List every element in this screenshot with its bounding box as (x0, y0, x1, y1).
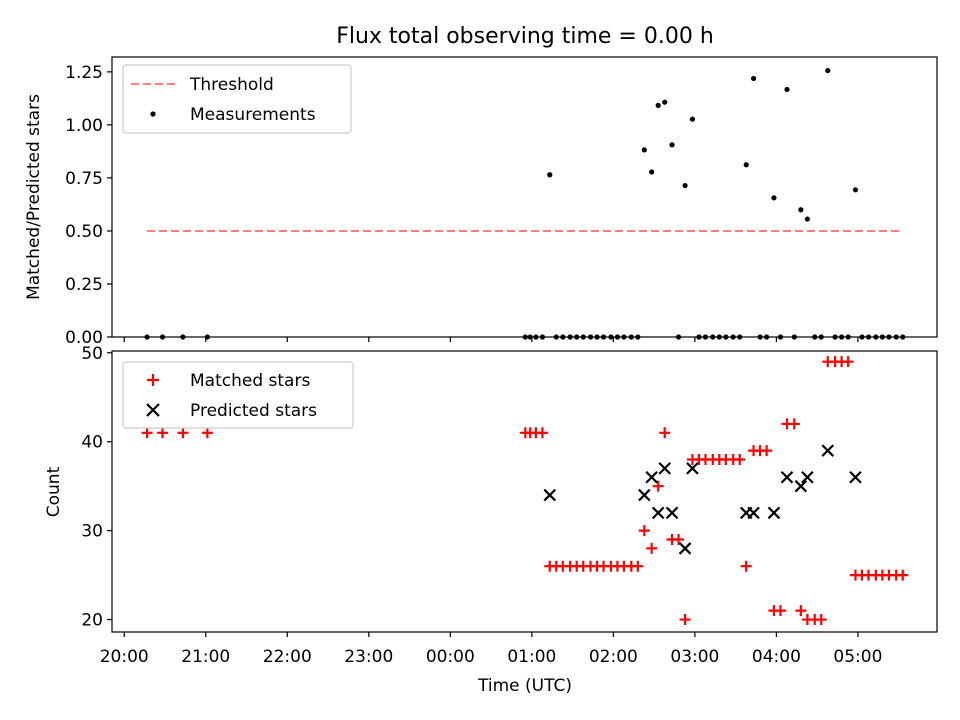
count-panel: 20 30 40 50 20:00 21:00 22:00 23:00 00:00 01:00 0… (44, 344, 938, 696)
count-x-axis: 20:00 21:00 22:00 23:00 00:00 01:00 02:00 03:00… (100, 632, 882, 667)
ratio-x-ticks (123, 337, 859, 342)
measurement-point (689, 116, 696, 122)
matched-star-marker (177, 427, 189, 439)
count-legend-box (122, 361, 354, 429)
matched-star-marker (740, 560, 752, 572)
x-tick-label: 21:00 (181, 647, 230, 667)
predicted-star-marker (651, 506, 665, 520)
x-tick-label: 02:00 (589, 647, 638, 667)
matched-star-marker (638, 525, 650, 537)
measurement-point (655, 102, 661, 108)
chart-title: Flux total observing time = 0.00 h (336, 24, 714, 49)
x-tick-label: 23:00 (344, 647, 393, 667)
x-tick-label: 03:00 (670, 647, 719, 667)
measurement-point (682, 182, 688, 189)
measurement-point (784, 86, 790, 93)
matched-star-marker (679, 614, 691, 626)
measurement-point (798, 207, 804, 213)
matched-star-marker (897, 569, 909, 581)
measurements-legend-label: Measurements (190, 105, 316, 125)
x-tick-label: 05:00 (833, 647, 882, 667)
predicted-star-marker (658, 462, 671, 475)
ratio-y-tick-label: 0.25 (65, 275, 103, 295)
predicted-star-marker (780, 470, 794, 484)
predicted-star-marker (794, 479, 808, 493)
matched-star-marker (774, 605, 786, 617)
predicted-star-marker (821, 444, 835, 457)
predicted-star-marker (686, 462, 699, 475)
measurement-point (825, 67, 831, 74)
matched-legend-marker (147, 374, 159, 386)
ratio-y-tick-label: 0.75 (65, 169, 103, 189)
measurement-point (852, 187, 859, 193)
ratio-y-axis-label: Matched/Predicted stars (24, 94, 44, 300)
matched-star-marker (761, 445, 773, 457)
matched-star-marker (788, 418, 800, 430)
predicted-star-marker (543, 488, 557, 502)
measurement-point (743, 162, 749, 168)
matched-star-marker (157, 427, 169, 439)
x-tick-label: 22:00 (263, 647, 312, 667)
ratio-y-tick-label: 0.50 (65, 222, 103, 242)
matched-star-marker (141, 427, 153, 439)
measurement-point (641, 147, 647, 153)
predicted-star-marker (801, 470, 814, 484)
ratio-panel-frame (111, 56, 938, 338)
matched-star-marker (646, 542, 658, 554)
x-axis-label: Time (UTC) (477, 676, 572, 696)
measurement-point (771, 195, 777, 201)
matched-star-marker (673, 534, 685, 546)
count-plot-area (141, 356, 909, 626)
x-tick-label: 01:00 (507, 647, 556, 667)
measurement-point (669, 142, 675, 148)
count-y-axis: 20 30 40 50 (81, 344, 112, 631)
measurement-point (649, 169, 655, 175)
ratio-y-tick-label: 1.00 (65, 116, 103, 136)
matched-star-marker (815, 614, 827, 626)
predicted-star-marker (665, 506, 679, 520)
measurement-point (750, 75, 757, 82)
ratio-legend-box (122, 64, 352, 134)
count-y-tick-label: 40 (81, 433, 103, 453)
count-legend: Matched stars Predicted stars (122, 361, 354, 429)
matched-star-marker (659, 427, 671, 439)
x-tick-label: 04:00 (752, 647, 801, 667)
predicted-star-marker (645, 470, 658, 484)
predicted-legend-label: Predicted stars (190, 401, 317, 421)
x-tick-label: 20:00 (100, 647, 149, 667)
matched-star-marker (632, 560, 644, 572)
ratio-y-axis: 0.00 0.25 0.50 0.75 1.00 1.25 (65, 63, 112, 348)
matched-star-marker (842, 356, 854, 368)
measurement-point (547, 172, 553, 178)
x-tick-label: 00:00 (426, 647, 475, 667)
matched-star-marker (734, 453, 746, 465)
predicted-star-marker (678, 542, 692, 555)
matched-star-marker (795, 605, 807, 617)
measurement-point (804, 216, 810, 222)
matched-star-marker (201, 427, 213, 439)
predicted-star-marker (747, 506, 760, 520)
measurement-point (662, 99, 668, 105)
count-y-tick-label: 50 (81, 344, 103, 364)
ratio-y-tick-label: 0.00 (65, 328, 103, 348)
count-y-tick-label: 30 (81, 522, 103, 542)
count-y-tick-label: 20 (81, 611, 103, 631)
predicted-star-marker (767, 506, 781, 520)
matched-star-marker (536, 427, 548, 439)
threshold-legend-label: Threshold (189, 75, 274, 95)
predicted-star-marker (849, 470, 862, 484)
measurements-legend-marker (150, 111, 156, 117)
count-y-axis-label: Count (44, 466, 64, 517)
count-panel-frame (111, 350, 938, 633)
predicted-legend-marker (146, 403, 160, 417)
ratio-panel: 0.00 0.25 0.50 0.75 1.00 1.25 Matched/Predict… (24, 56, 938, 348)
ratio-legend: Threshold Measurements (122, 64, 352, 134)
predicted-star-marker (638, 488, 651, 502)
matched-star-marker (652, 480, 664, 492)
ratio-y-tick-label: 1.25 (65, 63, 103, 83)
matched-legend-label: Matched stars (190, 371, 310, 391)
